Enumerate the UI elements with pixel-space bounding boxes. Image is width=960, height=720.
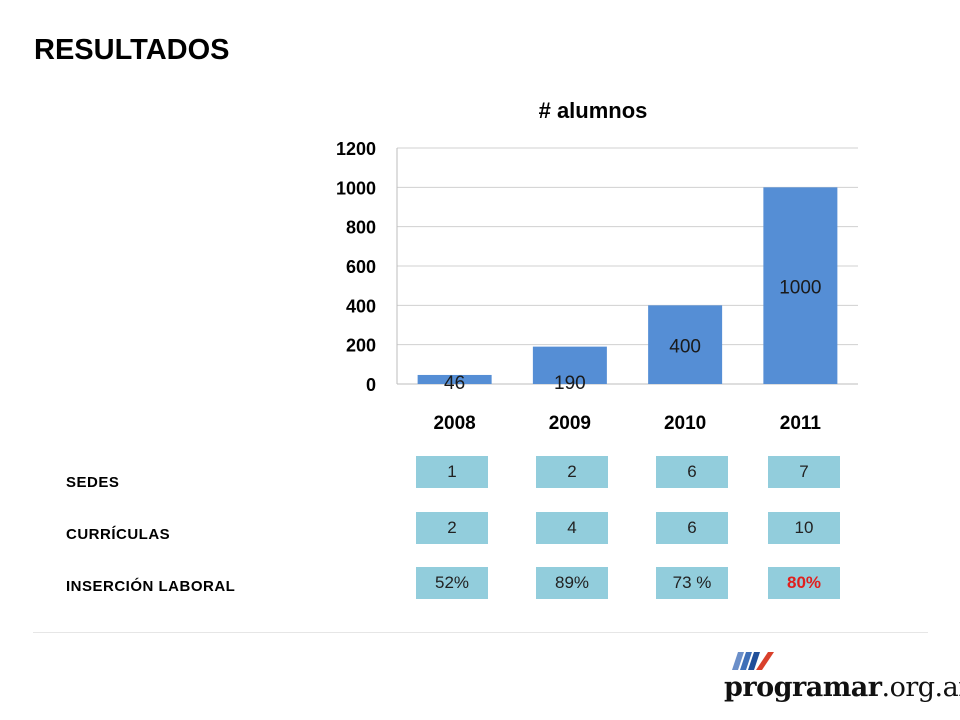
- bar-value-label: 46: [444, 373, 465, 394]
- logo-brand: programar: [724, 672, 882, 703]
- row-label-curriculas: CURRÍCULAS: [66, 526, 171, 543]
- x-tick-label: 2010: [664, 413, 706, 434]
- y-tick-label: 1200: [336, 139, 376, 159]
- bar: [648, 305, 723, 384]
- insercion-cell-highlight: 80%: [768, 567, 840, 599]
- sedes-cell: 7: [768, 456, 840, 488]
- logo-wordmark: programar.org.ar: [724, 672, 960, 703]
- curriculas-cell: 6: [656, 512, 728, 544]
- insercion-cell: 52%: [416, 567, 488, 599]
- y-tick-label: 0: [366, 375, 376, 395]
- x-tick-label: 2009: [549, 413, 591, 434]
- insercion-cell: 73 %: [656, 567, 728, 599]
- y-tick-label: 600: [346, 257, 376, 277]
- bar-value-label: 400: [669, 337, 701, 358]
- page-title: RESULTADOS: [34, 34, 230, 66]
- insercion-cell: 89%: [536, 567, 608, 599]
- sedes-cell: 2: [536, 456, 608, 488]
- bar-value-label: 190: [554, 373, 586, 394]
- bar-value-label: 1000: [779, 278, 821, 299]
- sedes-cell: 6: [656, 456, 728, 488]
- y-tick-label: 800: [346, 218, 376, 238]
- y-tick-label: 200: [346, 336, 376, 356]
- y-tick-label: 400: [346, 296, 376, 316]
- programar-logo: programar.org.ar: [724, 648, 960, 712]
- sedes-cell: 1: [416, 456, 488, 488]
- curriculas-cell: 2: [416, 512, 488, 544]
- logo-suffix: .org.ar: [881, 672, 960, 703]
- row-label-sedes: SEDES: [66, 474, 120, 491]
- bar: [417, 374, 492, 384]
- curriculas-cell: 4: [536, 512, 608, 544]
- bar: [532, 346, 607, 384]
- x-tick-label: 2008: [433, 413, 475, 434]
- y-tick-label: 1000: [336, 178, 376, 198]
- x-tick-label: 2011: [780, 413, 822, 434]
- bar: [763, 187, 838, 384]
- curriculas-cell: 10: [768, 512, 840, 544]
- logo-stripes-icon: [732, 652, 774, 670]
- chart-title: # alumnos: [539, 98, 648, 123]
- footer-divider: [33, 632, 928, 633]
- row-label-insercion-laboral: INSERCIÓN LABORAL: [66, 578, 236, 595]
